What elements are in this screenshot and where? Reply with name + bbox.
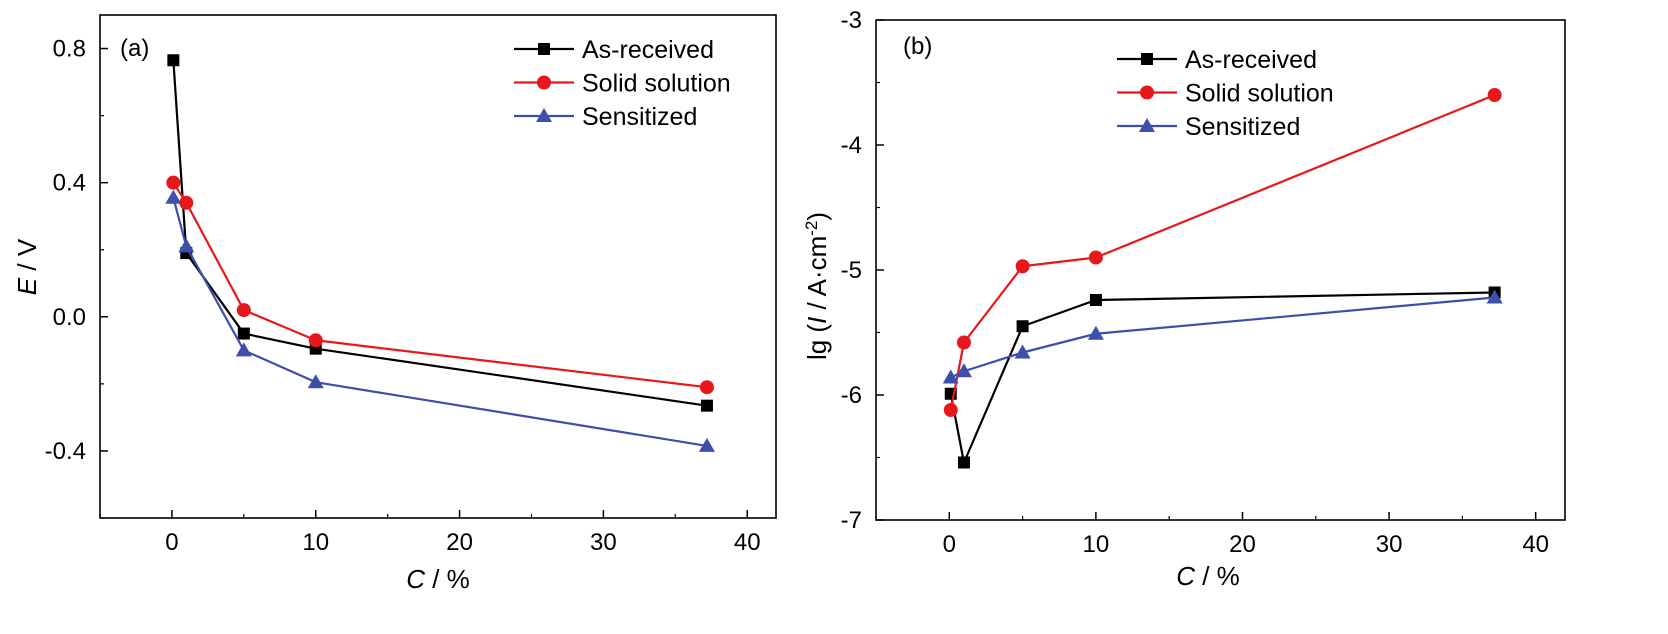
x-tick-label-b: 10	[1083, 531, 1110, 558]
data-point-as-received-a	[167, 54, 180, 67]
series-line-solid-solution-a	[172, 182, 708, 389]
data-point-sensitized-a	[698, 437, 715, 452]
legend-marker-solid-solution	[1140, 85, 1154, 100]
y-tick-label-b: -3	[841, 7, 862, 34]
chart-panel-a: 0 10 20 30 40 0.8 0.4 0.0 -0.4 As-received Solid s…	[12, 14, 777, 594]
x-tick-label-a: 30	[590, 529, 617, 556]
y-tick-label-b: -5	[841, 257, 862, 284]
legend-label-as-received: As-received	[1185, 46, 1317, 74]
data-point-as-received-b	[957, 456, 970, 469]
x-tick-label-b: 20	[1229, 531, 1256, 558]
legend-marker-as-received	[1141, 53, 1153, 65]
legend-marker-sensitized	[536, 108, 552, 122]
legend-label-solid-solution: Solid solution	[582, 70, 731, 98]
data-point-sensitized-b	[942, 369, 959, 384]
data-point-solid-solution-a	[308, 333, 323, 348]
legend-label-sensitized: Sensitized	[1185, 113, 1300, 141]
y-tick-label-b: -7	[841, 507, 862, 534]
legend-marker-sensitized	[1139, 118, 1155, 132]
legend-label-solid-solution: Solid solution	[1185, 80, 1334, 108]
legend-label-as-received: As-received	[582, 36, 714, 64]
data-point-sensitized-a	[235, 342, 252, 357]
data-point-sensitized-b	[1486, 289, 1503, 304]
x-tick-label-a: 0	[165, 529, 178, 556]
legend-label-sensitized: Sensitized	[582, 103, 697, 131]
series-line-sensitized-a	[172, 197, 708, 447]
data-point-sensitized-a	[178, 238, 195, 253]
data-point-sensitized-b	[1014, 344, 1031, 359]
panel-label-b: (b)	[903, 33, 932, 60]
x-tick-label-b: 0	[943, 531, 956, 558]
data-point-as-received-a	[237, 327, 250, 340]
data-point-sensitized-b	[955, 363, 972, 378]
plot-frame-a	[99, 14, 777, 519]
data-point-as-received-b	[1016, 320, 1029, 333]
data-point-sensitized-a	[165, 189, 182, 204]
y-axis-label-a: E / V	[12, 238, 42, 295]
y-tick-label-a: 0.8	[53, 36, 86, 63]
legend-marker-as-received	[538, 43, 550, 55]
legend-a: As-received Solid solution Sensitized	[514, 36, 731, 131]
x-tick-label-a: 20	[446, 529, 473, 556]
data-point-solid-solution-a	[699, 380, 714, 395]
data-point-solid-solution-b	[1088, 250, 1103, 265]
data-point-sensitized-b	[1087, 325, 1104, 340]
data-point-as-received-b	[1089, 294, 1102, 306]
legend-b: As-received Solid solution Sensitized	[1117, 46, 1334, 141]
x-tick-label-b: 30	[1376, 531, 1403, 558]
panel-label-a: (a)	[120, 35, 149, 62]
data-point-solid-solution-b	[956, 335, 971, 350]
y-tick-label-b: -6	[841, 382, 862, 409]
data-point-solid-solution-a	[236, 303, 251, 318]
series-line-sensitized-b	[950, 296, 1495, 379]
x-tick-label-a: 10	[302, 529, 329, 556]
series-line-solid-solution-b	[949, 93, 1496, 411]
x-tick-label-b: 40	[1522, 531, 1549, 558]
y-tick-label-a: 0.0	[53, 304, 86, 331]
x-axis-label-b: C / %	[1176, 561, 1240, 591]
series-line-as-received-b	[949, 291, 1495, 464]
y-axis-label-b: lg (I / A·cm-2)	[802, 212, 833, 360]
data-point-sensitized-a	[307, 374, 324, 389]
x-tick-label-a: 40	[734, 529, 761, 556]
data-point-solid-solution-b	[1487, 88, 1502, 102]
legend-marker-solid-solution	[537, 75, 551, 90]
x-axis-label-a: C / %	[406, 564, 470, 594]
data-point-as-received-a	[700, 399, 713, 412]
y-tick-label-a: 0.4	[53, 170, 86, 197]
data-point-solid-solution-b	[943, 403, 958, 417]
data-point-solid-solution-b	[1015, 259, 1030, 274]
chart-panel-b: 0 10 20 30 40 -3 -4 -5 -6 -7 As-received Solid solu…	[802, 7, 1566, 591]
data-point-solid-solution-a	[166, 175, 181, 190]
y-tick-label-a: -0.4	[45, 438, 86, 465]
y-tick-label-b: -4	[841, 132, 862, 159]
data-point-solid-solution-a	[179, 195, 194, 210]
